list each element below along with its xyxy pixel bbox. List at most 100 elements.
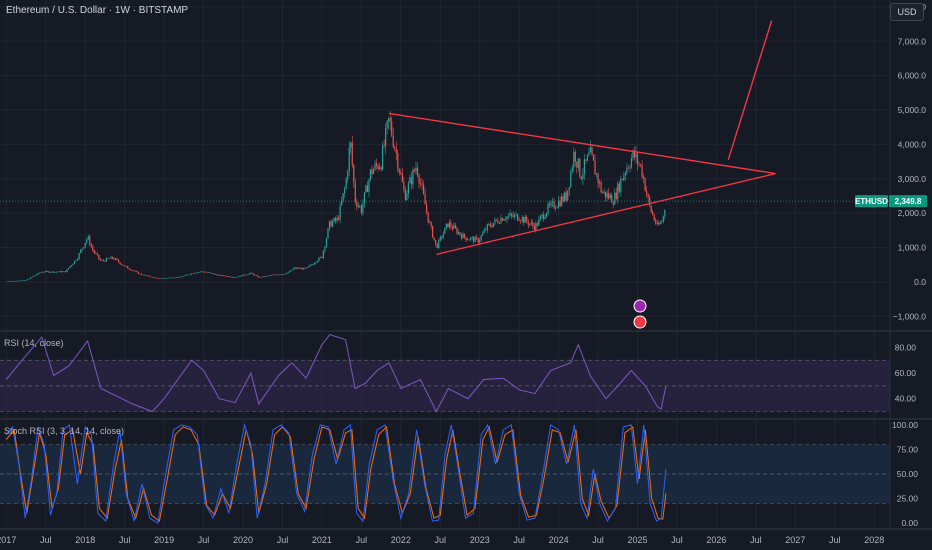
candle-body xyxy=(438,239,440,248)
candle-body xyxy=(137,271,139,274)
candle-body xyxy=(652,211,654,215)
candle-body xyxy=(559,200,561,206)
candle-body xyxy=(635,153,637,158)
candle-body xyxy=(251,272,253,274)
candle-body xyxy=(630,158,633,168)
candle-body xyxy=(73,260,76,264)
candle-body xyxy=(582,174,584,180)
candle-body xyxy=(504,219,507,220)
candle-body xyxy=(494,219,496,224)
x-tick-label: 2023 xyxy=(470,535,490,545)
candle-body xyxy=(479,239,481,243)
candle-body xyxy=(527,221,529,226)
candle-body xyxy=(54,271,56,273)
candle-body xyxy=(357,205,359,207)
x-tick-label: 2025 xyxy=(628,535,648,545)
candle-body xyxy=(612,202,614,205)
candle-body xyxy=(16,280,18,282)
candle-body xyxy=(155,277,158,279)
candle-body xyxy=(374,163,376,170)
triangle-trendlines[interactable] xyxy=(388,20,776,256)
candle-body xyxy=(215,273,217,275)
candle-body xyxy=(310,264,312,266)
candle-body xyxy=(26,279,29,281)
candle-body xyxy=(105,258,108,262)
candle-body xyxy=(231,277,233,278)
candle-body xyxy=(316,261,318,263)
candle-body xyxy=(322,250,325,259)
candle-body xyxy=(96,253,98,255)
candle-body xyxy=(243,274,246,276)
candle-body xyxy=(448,222,450,228)
x-tick-label: Jul xyxy=(40,535,52,545)
symbol-tag[interactable] xyxy=(855,195,888,208)
candle-body xyxy=(169,277,171,279)
trendline-projection[interactable] xyxy=(727,20,773,161)
candle-body xyxy=(277,274,279,276)
candle-body xyxy=(556,207,558,209)
candle-body xyxy=(307,266,309,268)
candle-body xyxy=(647,194,649,198)
trendline-lower[interactable] xyxy=(436,172,776,256)
pane-separators[interactable] xyxy=(0,0,932,530)
rsi-band xyxy=(0,359,890,412)
stoch-pane-title[interactable]: Stoch RSI (3, 3, 14, 14, close) xyxy=(4,426,125,436)
candle-body xyxy=(130,269,132,271)
candle-body xyxy=(497,220,499,223)
earnings-icon[interactable] xyxy=(633,315,647,329)
candle-body xyxy=(473,237,475,242)
price-tick-label: 6,000.0 xyxy=(898,71,927,81)
candle-body xyxy=(161,278,164,279)
candle-body xyxy=(158,278,161,279)
candle-body xyxy=(664,209,666,217)
last-price-badge[interactable] xyxy=(889,195,927,208)
candle-body xyxy=(60,271,62,273)
candle-body xyxy=(615,192,617,199)
candle-body xyxy=(656,223,658,224)
candle-body xyxy=(526,216,528,222)
x-tick-label: Jul xyxy=(435,535,447,545)
candle-body xyxy=(107,258,109,259)
candle-body xyxy=(19,280,21,282)
x-tick-label: Jul xyxy=(750,535,762,545)
candle-body xyxy=(149,276,152,278)
candle-body xyxy=(225,276,227,277)
candle-body xyxy=(117,259,120,263)
candle-body xyxy=(456,228,458,234)
x-tick-label: 2027 xyxy=(785,535,805,545)
last-price-text: 2,349.8 xyxy=(895,197,922,206)
event-icon[interactable] xyxy=(633,299,647,313)
candle-body xyxy=(57,271,59,273)
candle-body xyxy=(178,276,180,278)
candle-body xyxy=(515,214,517,215)
candle-body xyxy=(36,274,38,276)
candle-body xyxy=(595,173,598,175)
candle-body xyxy=(570,171,572,188)
event-markers[interactable] xyxy=(633,299,647,329)
candle-body xyxy=(110,256,112,259)
symbol-title[interactable]: Ethereum / U.S. Dollar · 1W · BITSTAMP xyxy=(6,5,189,16)
candle-body xyxy=(234,277,237,278)
candle-body xyxy=(49,272,51,273)
candle-body xyxy=(564,192,566,202)
candle-body xyxy=(218,275,220,276)
candle-body xyxy=(102,260,105,261)
candle-body xyxy=(108,258,111,260)
candle-body xyxy=(427,211,429,223)
candle-body xyxy=(551,201,554,203)
candle-body xyxy=(416,167,419,175)
x-tick-label: Jul xyxy=(277,535,289,545)
candle-body xyxy=(87,236,89,240)
candle-body xyxy=(506,216,508,220)
candle-body xyxy=(465,237,467,241)
candle-body xyxy=(207,272,209,273)
candle-body xyxy=(40,271,42,273)
rsi-pane-title[interactable]: RSI (14, close) xyxy=(4,338,64,348)
candle-body xyxy=(507,215,510,217)
candle-body xyxy=(98,254,100,259)
trendline-upper[interactable] xyxy=(388,112,776,175)
candle-body xyxy=(294,267,296,269)
currency-button[interactable]: USD xyxy=(890,3,924,21)
candle-body xyxy=(92,246,94,251)
